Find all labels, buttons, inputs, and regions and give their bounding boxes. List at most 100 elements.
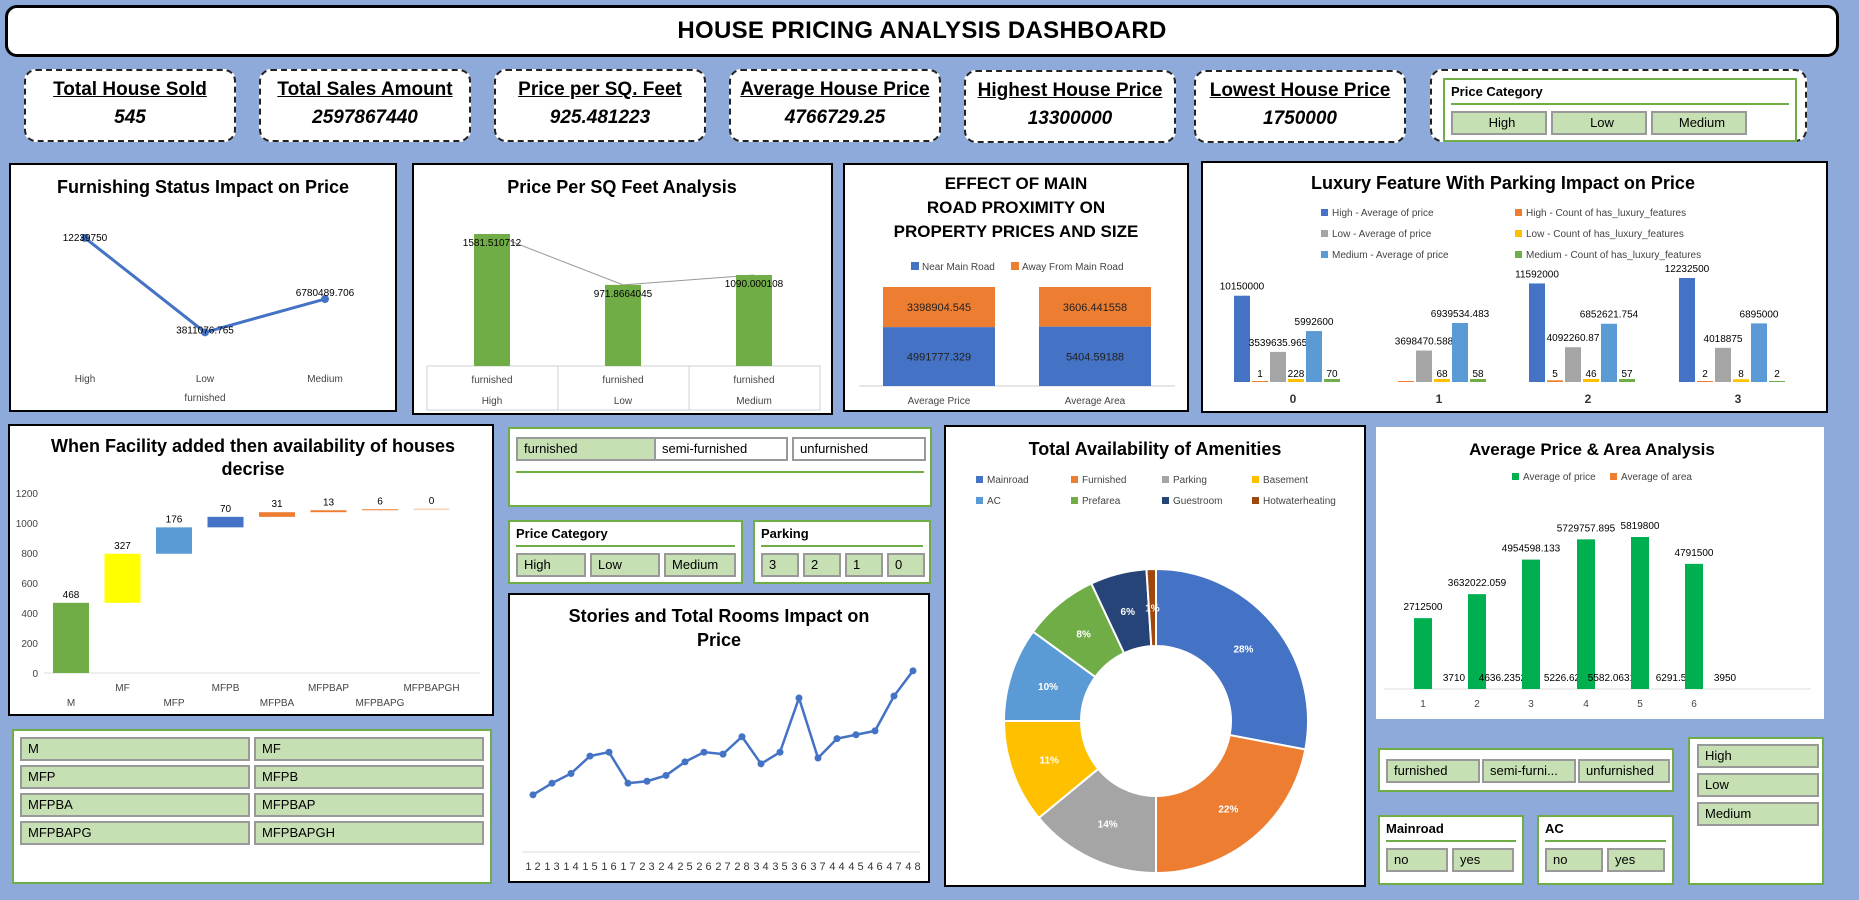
avg-price-area-panel: Average Price & Area Analysis Average of … bbox=[1376, 427, 1824, 719]
slicer-item-parking-3[interactable]: 3 bbox=[761, 553, 799, 577]
x-tick-label: MFP bbox=[163, 698, 184, 709]
slicer-item-parking-0[interactable]: 0 bbox=[887, 553, 925, 577]
bar bbox=[1252, 381, 1268, 382]
bar bbox=[1679, 278, 1695, 382]
slicer-item-furnished[interactable]: furnished bbox=[516, 437, 656, 461]
data-label: 10150000 bbox=[1220, 282, 1265, 293]
slicer-divider bbox=[1386, 840, 1516, 842]
price-category-slicer: Price Category High Low Medium bbox=[1443, 78, 1797, 142]
data-label: 6291.5 bbox=[1656, 673, 1687, 684]
data-point bbox=[738, 733, 746, 741]
bar bbox=[1398, 381, 1414, 382]
x-tick-label: 4 4 bbox=[829, 861, 844, 873]
x-tick-label: 3 bbox=[1528, 699, 1534, 710]
bar bbox=[1733, 379, 1749, 382]
bar bbox=[1601, 323, 1617, 382]
slicer-item-high[interactable]: High bbox=[516, 553, 586, 577]
legend-swatch bbox=[1162, 497, 1169, 504]
slicer-item-mfpb[interactable]: MFPB bbox=[254, 765, 484, 789]
slicer-divider bbox=[1451, 103, 1789, 105]
facility-code-slicer: M MF MFP MFPB MFPBA MFPBAP MFPBAPG MFPBA… bbox=[12, 729, 492, 884]
bar-average-price bbox=[1685, 563, 1703, 689]
legend-label: Medium - Average of price bbox=[1332, 250, 1449, 261]
x-tick-label: MFPBAPG bbox=[356, 698, 405, 709]
slicer-item-mfp[interactable]: MFP bbox=[20, 765, 250, 789]
x-tick-label: MFPBAPGH bbox=[403, 683, 459, 694]
y-tick-label: 0 bbox=[32, 669, 38, 680]
slicer-item-furnished[interactable]: furnished bbox=[1386, 759, 1480, 783]
legend-swatch bbox=[1071, 476, 1078, 483]
slicer-item-medium[interactable]: Medium bbox=[664, 553, 736, 577]
slicer-item-mf[interactable]: MF bbox=[254, 737, 484, 761]
y-tick-label: 1200 bbox=[16, 489, 39, 500]
x-tick-label: M bbox=[67, 698, 75, 709]
slicer-item-low[interactable]: Low bbox=[1697, 773, 1819, 797]
slicer-item-mfpbap[interactable]: MFPBAP bbox=[254, 793, 484, 817]
amenities-chart-panel: Total Availability of Amenities Mainroad F… bbox=[944, 425, 1366, 887]
chart-title: Total Availability of Amenities bbox=[1029, 439, 1282, 459]
slicer-item-parking-1[interactable]: 1 bbox=[845, 553, 883, 577]
price-category-slicer-mid: Price Category High Low Medium bbox=[508, 520, 743, 584]
bar bbox=[1697, 381, 1713, 382]
data-label: 2712500 bbox=[1404, 602, 1443, 613]
x-tick-label: 3 5 bbox=[772, 861, 787, 873]
slicer-item-unfurnished[interactable]: unfurnished bbox=[792, 437, 926, 461]
data-label: 1 bbox=[1257, 369, 1263, 380]
legend-label: Parking bbox=[1173, 475, 1207, 486]
slicer-item-medium[interactable]: Medium bbox=[1697, 802, 1819, 826]
bar bbox=[1234, 295, 1250, 382]
slicer-item-semi-furnished[interactable]: semi-furnished bbox=[654, 437, 788, 461]
slicer-title: Price Category bbox=[516, 526, 608, 541]
slicer-item-mfpbapg[interactable]: MFPBAPG bbox=[20, 821, 250, 845]
x-tick-label: 2 8 bbox=[734, 861, 749, 873]
slicer-item-mfpba[interactable]: MFPBA bbox=[20, 793, 250, 817]
bar-average-price bbox=[1577, 539, 1595, 689]
data-point bbox=[757, 760, 765, 768]
slicer-item-unfurnished[interactable]: unfurnished bbox=[1578, 759, 1670, 783]
slicer-title: Price Category bbox=[1451, 84, 1543, 99]
slicer-item-parking-2[interactable]: 2 bbox=[803, 553, 841, 577]
slicer-item-high[interactable]: High bbox=[1697, 744, 1819, 768]
slicer-item-yes[interactable]: yes bbox=[1607, 848, 1665, 872]
x-axis-group-label: furnished bbox=[184, 393, 225, 404]
slicer-item-no[interactable]: no bbox=[1386, 848, 1448, 872]
x-tick-label: 4 8 bbox=[905, 861, 920, 873]
data-label: 3398904.545 bbox=[907, 302, 971, 314]
slicer-item-no[interactable]: no bbox=[1545, 848, 1603, 872]
trend-line bbox=[491, 233, 755, 286]
legend-label: Furnished bbox=[1082, 475, 1126, 486]
x-tick-label: 3 7 bbox=[810, 861, 825, 873]
x-tick-label: 2 5 bbox=[677, 861, 692, 873]
slicer-item-m[interactable]: M bbox=[20, 737, 250, 761]
x-tick-label: furnished bbox=[471, 375, 512, 386]
x-tick-label: 1 6 bbox=[601, 861, 616, 873]
kpi-value: 13300000 bbox=[1027, 108, 1113, 129]
legend-label: Guestroom bbox=[1173, 496, 1222, 507]
slicer-item-low[interactable]: Low bbox=[1551, 111, 1647, 135]
data-label: 6852621.754 bbox=[1580, 310, 1639, 321]
slicer-item-medium[interactable]: Medium bbox=[1651, 111, 1747, 135]
x-tick-label: 2 4 bbox=[658, 861, 673, 873]
chart-title: Average Price & Area Analysis bbox=[1469, 440, 1715, 459]
x-tick-label: 4 5 bbox=[848, 861, 863, 873]
chart-title-line: Price bbox=[697, 630, 741, 650]
slicer-item-mfpbapgh[interactable]: MFPBAPGH bbox=[254, 821, 484, 845]
slicer-item-low[interactable]: Low bbox=[590, 553, 660, 577]
price-slicer-bottom: High Low Medium bbox=[1688, 737, 1824, 885]
legend-label: Mainroad bbox=[987, 475, 1029, 486]
bar bbox=[1751, 323, 1767, 382]
kpi-label: Highest House Price bbox=[977, 80, 1163, 101]
slicer-item-yes[interactable]: yes bbox=[1452, 848, 1514, 872]
bar bbox=[1434, 379, 1450, 382]
chart-title-line: Stories and Total Rooms Impact on bbox=[569, 606, 870, 626]
legend-swatch bbox=[1252, 497, 1259, 504]
x-tick-label: 0 bbox=[1290, 392, 1297, 406]
slicer-item-high[interactable]: High bbox=[1451, 111, 1547, 135]
x-tick-label: 2 bbox=[1474, 699, 1480, 710]
stories-chart: Stories and Total Rooms Impact on Price 1 … bbox=[522, 606, 921, 873]
slicer-item-semi-furnished[interactable]: semi-furni... bbox=[1482, 759, 1576, 783]
waterfall-bar bbox=[362, 509, 398, 511]
facility-waterfall-panel: When Facility added then availability of… bbox=[8, 424, 494, 716]
x-tick-label: MF bbox=[115, 683, 129, 694]
furnishing-chart: Furnishing Status Impact on Price 1223975… bbox=[57, 177, 355, 404]
